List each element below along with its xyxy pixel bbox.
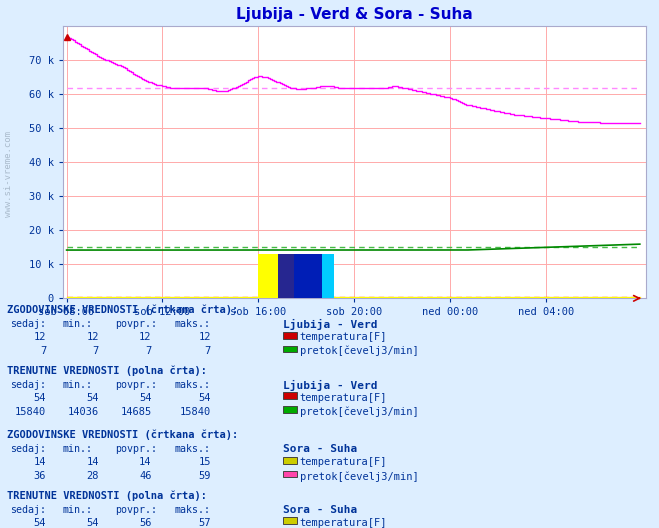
Text: 56: 56 [139, 518, 152, 528]
Text: min.:: min.: [63, 319, 93, 329]
Text: maks.:: maks.: [175, 444, 211, 454]
Bar [278, 254, 322, 298]
Text: 54: 54 [198, 393, 211, 403]
Text: 36: 36 [34, 471, 46, 481]
Text: 15: 15 [198, 457, 211, 467]
Text: pretok[čevelj3/min]: pretok[čevelj3/min] [300, 407, 418, 417]
Text: 14685: 14685 [121, 407, 152, 417]
Text: maks.:: maks.: [175, 380, 211, 390]
Text: min.:: min.: [63, 505, 93, 515]
Text: 7: 7 [40, 346, 46, 356]
Text: 54: 54 [139, 393, 152, 403]
Text: povpr.:: povpr.: [115, 505, 158, 515]
Bar [258, 254, 295, 298]
FancyBboxPatch shape [283, 457, 297, 464]
Text: Ljubija - Verd: Ljubija - Verd [283, 380, 378, 391]
Text: temperatura[F]: temperatura[F] [300, 393, 387, 403]
FancyBboxPatch shape [283, 470, 297, 477]
Text: povpr.:: povpr.: [115, 380, 158, 390]
Text: temperatura[F]: temperatura[F] [300, 457, 387, 467]
Text: Ljubija - Verd: Ljubija - Verd [283, 319, 378, 330]
Text: www.si-vreme.com: www.si-vreme.com [4, 131, 13, 217]
Text: 54: 54 [86, 393, 99, 403]
Text: min.:: min.: [63, 444, 93, 454]
Text: temperatura[F]: temperatura[F] [300, 518, 387, 528]
FancyBboxPatch shape [283, 332, 297, 338]
FancyBboxPatch shape [283, 517, 297, 524]
Text: 15840: 15840 [15, 407, 46, 417]
Text: pretok[čevelj3/min]: pretok[čevelj3/min] [300, 471, 418, 482]
Text: 59: 59 [198, 471, 211, 481]
Text: 46: 46 [139, 471, 152, 481]
Text: 12: 12 [34, 332, 46, 342]
Text: 54: 54 [34, 393, 46, 403]
FancyBboxPatch shape [283, 345, 297, 352]
FancyBboxPatch shape [283, 406, 297, 413]
Text: 14: 14 [86, 457, 99, 467]
Text: TRENUTNE VREDNOSTI (polna črta):: TRENUTNE VREDNOSTI (polna črta): [7, 365, 206, 375]
Text: maks.:: maks.: [175, 319, 211, 329]
Text: 7: 7 [93, 346, 99, 356]
FancyBboxPatch shape [283, 392, 297, 399]
Text: 12: 12 [139, 332, 152, 342]
Text: temperatura[F]: temperatura[F] [300, 332, 387, 342]
Text: min.:: min.: [63, 380, 93, 390]
Text: 28: 28 [86, 471, 99, 481]
Text: 12: 12 [198, 332, 211, 342]
Text: sedaj:: sedaj: [10, 380, 46, 390]
Text: 15840: 15840 [180, 407, 211, 417]
Text: ZGODOVINSKE VREDNOSTI (črtkana črta):: ZGODOVINSKE VREDNOSTI (črtkana črta): [7, 304, 238, 315]
Text: 7: 7 [146, 346, 152, 356]
Text: 12: 12 [86, 332, 99, 342]
Text: Sora - Suha: Sora - Suha [283, 444, 358, 454]
Text: sedaj:: sedaj: [10, 505, 46, 515]
Title: Ljubija - Verd & Sora - Suha: Ljubija - Verd & Sora - Suha [236, 7, 473, 23]
Text: ZGODOVINSKE VREDNOSTI (črtkana črta):: ZGODOVINSKE VREDNOSTI (črtkana črta): [7, 429, 238, 440]
Text: 14: 14 [139, 457, 152, 467]
Text: 54: 54 [86, 518, 99, 528]
Text: 54: 54 [34, 518, 46, 528]
Text: povpr.:: povpr.: [115, 444, 158, 454]
Text: sedaj:: sedaj: [10, 444, 46, 454]
Text: pretok[čevelj3/min]: pretok[čevelj3/min] [300, 346, 418, 356]
Text: sedaj:: sedaj: [10, 319, 46, 329]
Text: povpr.:: povpr.: [115, 319, 158, 329]
Text: Sora - Suha: Sora - Suha [283, 505, 358, 515]
Bar [295, 254, 334, 298]
Text: 14036: 14036 [68, 407, 99, 417]
Text: 57: 57 [198, 518, 211, 528]
Text: TRENUTNE VREDNOSTI (polna črta):: TRENUTNE VREDNOSTI (polna črta): [7, 490, 206, 501]
Text: maks.:: maks.: [175, 505, 211, 515]
Text: 14: 14 [34, 457, 46, 467]
Text: 7: 7 [205, 346, 211, 356]
